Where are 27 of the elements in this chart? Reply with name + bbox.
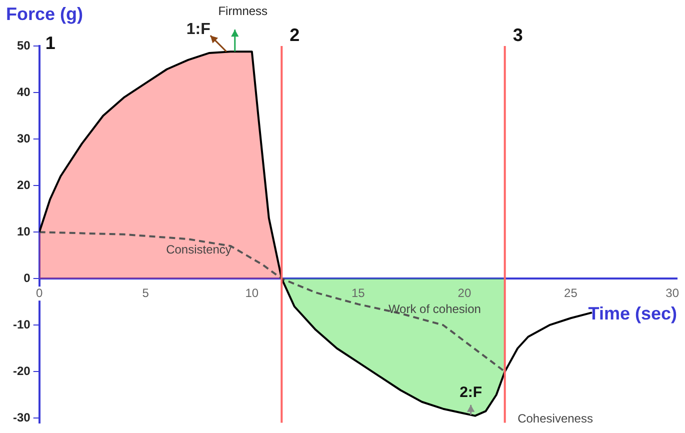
x-tick-label: 5: [142, 286, 150, 300]
x-tick-label: 10: [245, 286, 259, 300]
annotation: Firmness: [218, 4, 268, 18]
annotation: 1: [45, 32, 56, 53]
y-tick-label: -30: [13, 410, 31, 424]
annotation: Consistency: [166, 242, 232, 257]
y-tick-label: 10: [16, 224, 31, 238]
annotation: Work of cohesion: [388, 302, 481, 316]
x-tick-label: 0: [36, 286, 43, 300]
annotation: 1:F: [186, 20, 211, 38]
y-tick-label: 20: [16, 178, 31, 192]
annotation: Cohesiveness: [518, 411, 593, 426]
y-tick-label: -20: [13, 364, 31, 378]
text: 3: [512, 24, 523, 45]
y-tick-label: 50: [16, 38, 31, 52]
y-tick-label: 30: [16, 131, 31, 146]
y-tick-label: 0: [24, 270, 31, 285]
annotation: 2:F: [460, 384, 482, 402]
y-tick-label: 40: [16, 84, 31, 99]
y-tick-label: -10: [13, 317, 31, 332]
x-tick-label: 20: [458, 286, 472, 300]
x-tick-label: 30: [666, 286, 680, 300]
y-axis-title: Force (g): [6, 4, 84, 24]
x-tick-label: 25: [564, 286, 578, 300]
x-axis-title: Time (sec): [588, 304, 677, 324]
x-tick-label: 15: [351, 286, 366, 300]
text: 2: [290, 24, 300, 45]
